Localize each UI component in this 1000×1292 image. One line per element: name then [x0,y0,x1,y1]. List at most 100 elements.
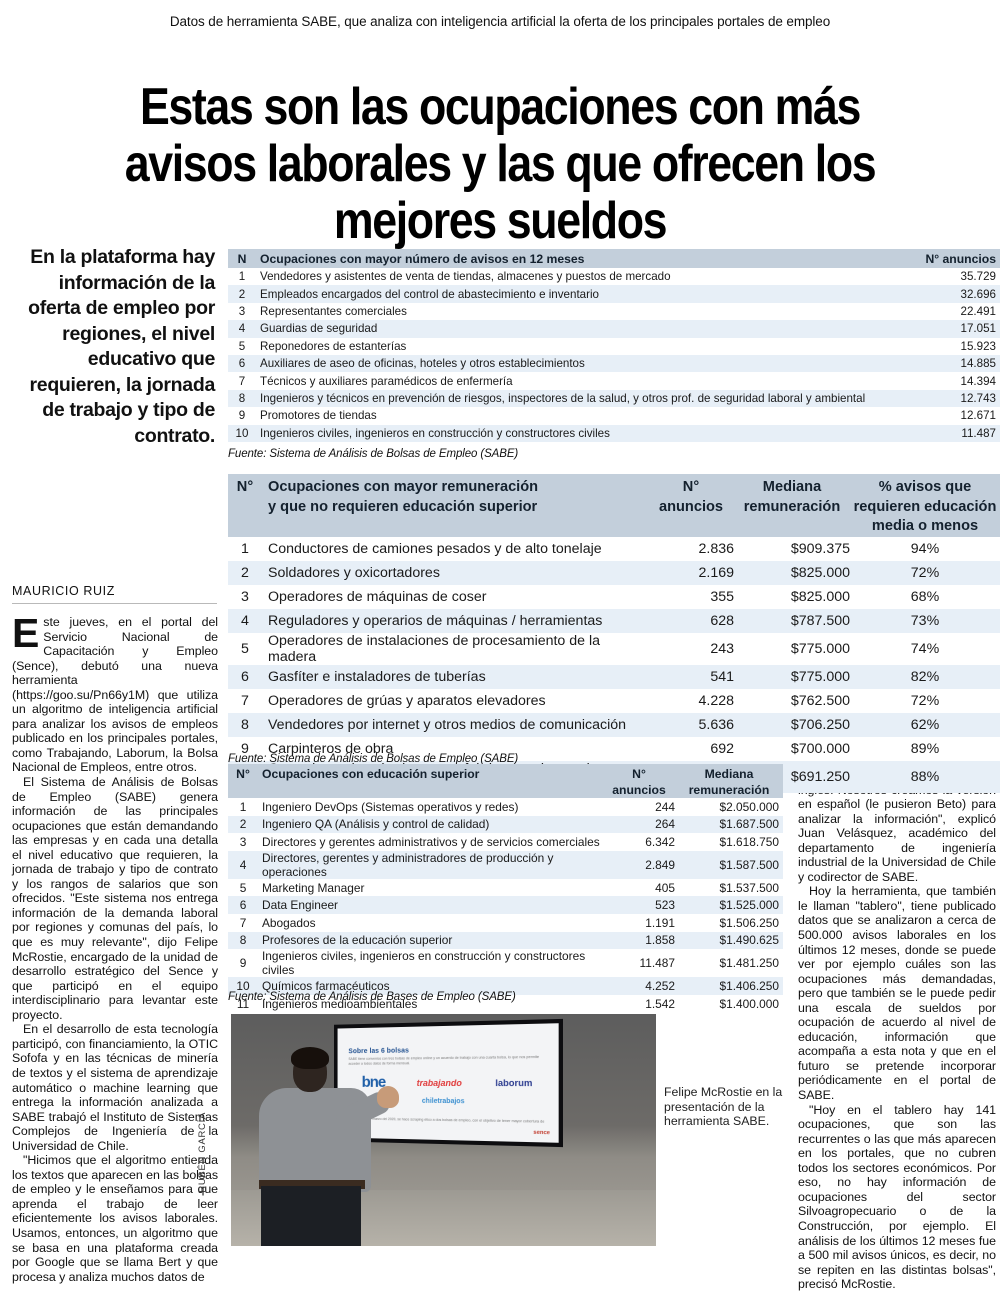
cell-index: 2 [239,817,247,832]
cell-percent: 68% [910,588,940,605]
cell-occupation: Ingeniero DevOps (Sistemas operativos y … [262,799,519,814]
cell-occupation: Operadores de máquinas para fabricar pro… [268,761,598,794]
cell-median: $1.406.250 [719,978,779,993]
cell-median: $1.618.750 [719,834,779,849]
cell-occupation: Gasfíter e instaladores de tuberías [268,668,486,685]
cell-median: $1.400.000 [719,996,779,1011]
newspaper-page: Datos de herramienta SABE, que analiza c… [12,14,1000,1291]
cell-count: 523 [655,898,675,913]
column-header-index: N [237,251,247,266]
cell-count: 264 [655,817,675,832]
cell-median: $1.506.250 [719,915,779,930]
cell-occupation: Ingeniero QA (Análisis y control de cali… [262,817,490,832]
table-row: 4 Reguladores y operarios de máquinas / h… [228,608,1000,633]
cell-occupation: Profesores de la educación superior [262,933,453,948]
cell-median: $1.481.250 [719,956,779,971]
cell-occupation: Directores, gerentes y administradores d… [262,850,554,879]
cell-index: 8 [241,717,249,734]
table-row: 2 Empleados encargados del control de aba… [228,285,1000,303]
cell-occupation: Conductores de camiones pesados y de alt… [268,540,602,557]
cell-median: $787.500 [790,612,850,629]
cell-index: 6 [239,898,247,913]
cell-median: $825.000 [790,588,850,605]
body-paragraph: "Hoy en el tablero hay 141 ocupaciones, … [798,1102,996,1292]
table-source-1: Fuente: Sistema de Análisis de Bolsas de… [228,448,519,460]
table-row: 3 Representantes comerciales 22.491 [228,302,1000,321]
cell-median: $2.050.000 [719,799,779,814]
column-header-occupation: Ocupaciones con educación superior [262,767,480,781]
cell-count: 14.885 [960,357,996,371]
cell-occupation: Carpinteros de obra [268,741,394,758]
cell-count: 692 [710,741,734,758]
cell-occupation: Operadores de máquinas de coser [268,588,487,605]
lead-paragraph: En la plataforma hay información de la o… [28,246,215,447]
cell-median: $691.250 [790,769,850,786]
table-row: 10 Químicos farmacéuticos 4.252 $1.406.250 [228,977,783,995]
cell-index: 3 [239,834,247,849]
cell-index: 8 [238,391,246,405]
cell-index: 11 [236,996,250,1011]
cell-occupation: Auxiliares de aseo de oficinas, hoteles … [260,357,585,371]
cell-occupation: Ingenieros civiles, ingenieros en constr… [260,426,610,440]
cell-occupation: Reponedores de estanterías [260,339,407,353]
table-row: 7 Operadores de grúas y aparatos elevador… [228,688,1000,714]
cell-index: 7 [238,374,246,388]
table-row: 1 Ingeniero DevOps (Sistemas operativos y… [228,798,783,816]
logo-trabajando: trabajando [416,1077,462,1089]
body-paragraph: El Sistema de Análisis de Bolsas de Empl… [12,775,218,1022]
table-row: 8 Ingenieros y técnicos en prevención de … [228,389,1000,408]
body-paragraph: texto, pero que fue creado para el inglé… [798,768,996,884]
cell-index: 6 [238,357,246,371]
cell-median: $825.000 [790,564,850,581]
table-row: 6 Auxiliares de aseo de oficinas, hoteles… [228,354,1000,373]
cell-occupation: Operadores de grúas y aparatos elevadore… [268,693,546,710]
table-header-row: N° Ocupaciones con mayor remuneración y qu… [228,474,1000,537]
table-row: 5 Operadores de instalaciones de procesam… [228,632,1000,665]
cell-occupation: Ingenieros y técnicos en prevención de r… [260,391,866,405]
cell-median: $700.000 [790,741,850,758]
cell-count: 2.169 [698,564,734,581]
photo-credit: RUBÉN GARCÍA [197,1112,208,1193]
cell-count: 4.228 [698,693,734,710]
cell-count: 541 [710,668,734,685]
table-row: 4 Guardias de seguridad 17.051 [228,320,1000,338]
cell-index: 2 [241,564,249,581]
cell-count: 22.491 [960,304,996,318]
speaker-hair [291,1047,329,1069]
byline: Mauricio Ruiz [12,584,217,604]
cell-count: 2.849 [645,857,675,872]
table-row: 1 Vendedores y asistentes de venta de tie… [228,268,1000,286]
cell-percent: 72% [910,564,940,581]
table-row: 11 Ingenieros medioambientales 1.542 $1.400… [228,994,783,1013]
cell-count: 355 [710,588,734,605]
table-header-row: N Ocupaciones con mayor número de avisos … [228,249,1000,268]
table-top-salaries-no-higher-ed: N° Ocupaciones con mayor remuneración y qu… [228,474,1000,794]
cell-occupation: Soldadores y oxicortadores [268,564,440,581]
slide-subtext: SABE tiene convenios con tres bolsas de … [348,1054,540,1066]
cell-median: $1.525.000 [719,898,779,913]
kicker-text: Datos de herramienta SABE, que analiza c… [169,14,831,29]
cell-median: $706.250 [790,717,850,734]
table-row: 8 Vendedores por internet y otros medios … [228,713,1000,738]
table-row: 2 Soldadores y oxicortadores 2.169 $825.000… [228,560,1000,585]
table-higher-education: N° Ocupaciones con educación superior N° an… [228,764,783,1013]
cell-count: 243 [710,640,734,657]
column-header-occupation: Ocupaciones con mayor número de avisos e… [260,251,585,266]
article-photo: Sobre las 6 bolsas SABE tiene convenios … [231,1014,656,1246]
cell-median: $1.537.500 [719,880,779,895]
cell-index: 2 [238,287,246,301]
table-row: 6 Data Engineer 523 $1.525.000 [228,896,783,914]
cell-median: $909.375 [790,540,850,557]
table-row: 9 Ingenieros civiles, ingenieros en const… [228,949,783,978]
table-body: N° Ocupaciones con mayor remuneración y qu… [228,474,1000,794]
table-row: 2 Ingeniero QA (Análisis y control de cal… [228,815,783,834]
speaker-legs [261,1186,361,1246]
speaker-hand [377,1086,399,1108]
table-row: 7 Técnicos y auxiliares paramédicos de en… [228,372,1000,390]
cell-count: 5.636 [698,717,734,734]
cell-count: 17.051 [960,322,996,336]
table-body: N° Ocupaciones con educación superior N° an… [228,764,783,1013]
page-title: Estas son las ocupaciones con más avisos… [124,77,877,250]
cell-index: 5 [241,640,249,657]
cell-count: 14.394 [960,374,996,388]
